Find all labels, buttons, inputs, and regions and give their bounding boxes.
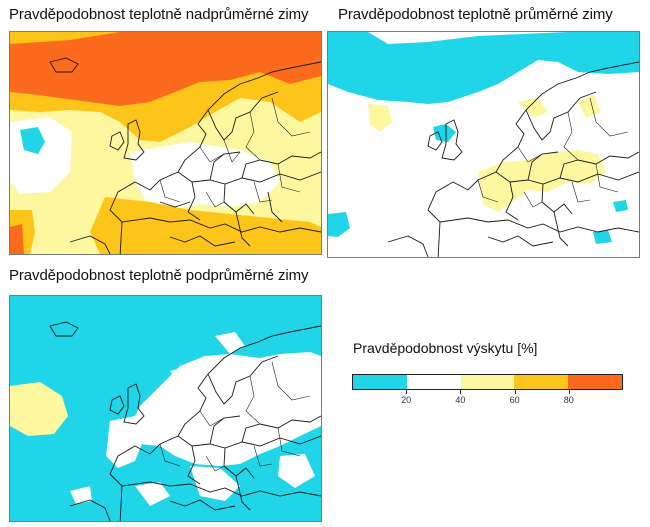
map-normal-cyan-region (328, 32, 639, 104)
map-normal-cyan-region (613, 200, 628, 212)
map-title-below: Pravděpodobnost teplotně podprůměrné zim… (9, 267, 309, 284)
legend-tick-label: 20 (401, 395, 412, 405)
map-above-coastline (69, 235, 111, 254)
map-below-white-region (278, 454, 315, 488)
legend-tick-label: 80 (563, 395, 574, 405)
map-normal-yellow-region (478, 150, 606, 212)
map-average (327, 31, 640, 258)
map-title-above: Pravděpodobnost teplotně nadprůměrné zim… (9, 6, 309, 23)
map-above-britain (123, 119, 145, 161)
map-normal-cyan-region (433, 124, 456, 142)
map-above-coastline (209, 151, 241, 181)
map-above-red-region (10, 224, 24, 254)
map-above-red-region (10, 32, 321, 106)
map-below-white-region (190, 466, 240, 501)
map-below-white-region (215, 332, 245, 354)
legend-title: Pravděpodobnost výskytu [%] (353, 340, 538, 356)
map-normal-yellow-region (368, 104, 392, 132)
map-above-average (9, 31, 322, 255)
map-above-cyan-region (20, 127, 45, 154)
legend-tickmark (514, 390, 516, 394)
map-normal-cyan-region (328, 212, 350, 237)
legend-bin-1 (406, 375, 461, 389)
legend-bin-2 (460, 375, 515, 389)
map-above-ireland (109, 131, 125, 151)
map-above-coastline (235, 211, 251, 247)
map-below-white-region (135, 482, 170, 506)
map-title-normal: Pravděpodobnost teplotně průměrné zimy (338, 6, 613, 23)
legend-colorbar (352, 374, 623, 390)
legend-bin-3 (514, 375, 569, 389)
map-above-coastline (121, 217, 321, 233)
map-below-white-region (106, 416, 145, 468)
map-normal-yellow-region (518, 98, 548, 118)
map-above-coastline (159, 201, 191, 208)
map-below-white-region (70, 486, 92, 504)
map-above-coastline (207, 91, 279, 141)
map-above-orange-region (90, 197, 321, 254)
legend-tick-label: 40 (455, 395, 466, 405)
legend-tickmark (460, 390, 462, 394)
legend-tick-label: 60 (509, 395, 520, 405)
map-above-coastline (267, 191, 283, 223)
map-below-white-region (170, 366, 200, 388)
map-above-coastline (187, 181, 201, 221)
map-above-coastline (169, 235, 236, 247)
legend-bin-0 (353, 375, 407, 389)
map-normal-cyan-region (593, 230, 612, 244)
legend-tickmark (568, 390, 570, 394)
map-below-average (9, 295, 322, 522)
map-above-white-region (130, 142, 280, 210)
map-below-yellow-region (10, 382, 68, 436)
map-above-iceland (49, 57, 79, 73)
legend-bin-4 (568, 375, 622, 389)
legend-tickmark (406, 390, 408, 394)
map-normal-yellow-region (578, 94, 600, 118)
